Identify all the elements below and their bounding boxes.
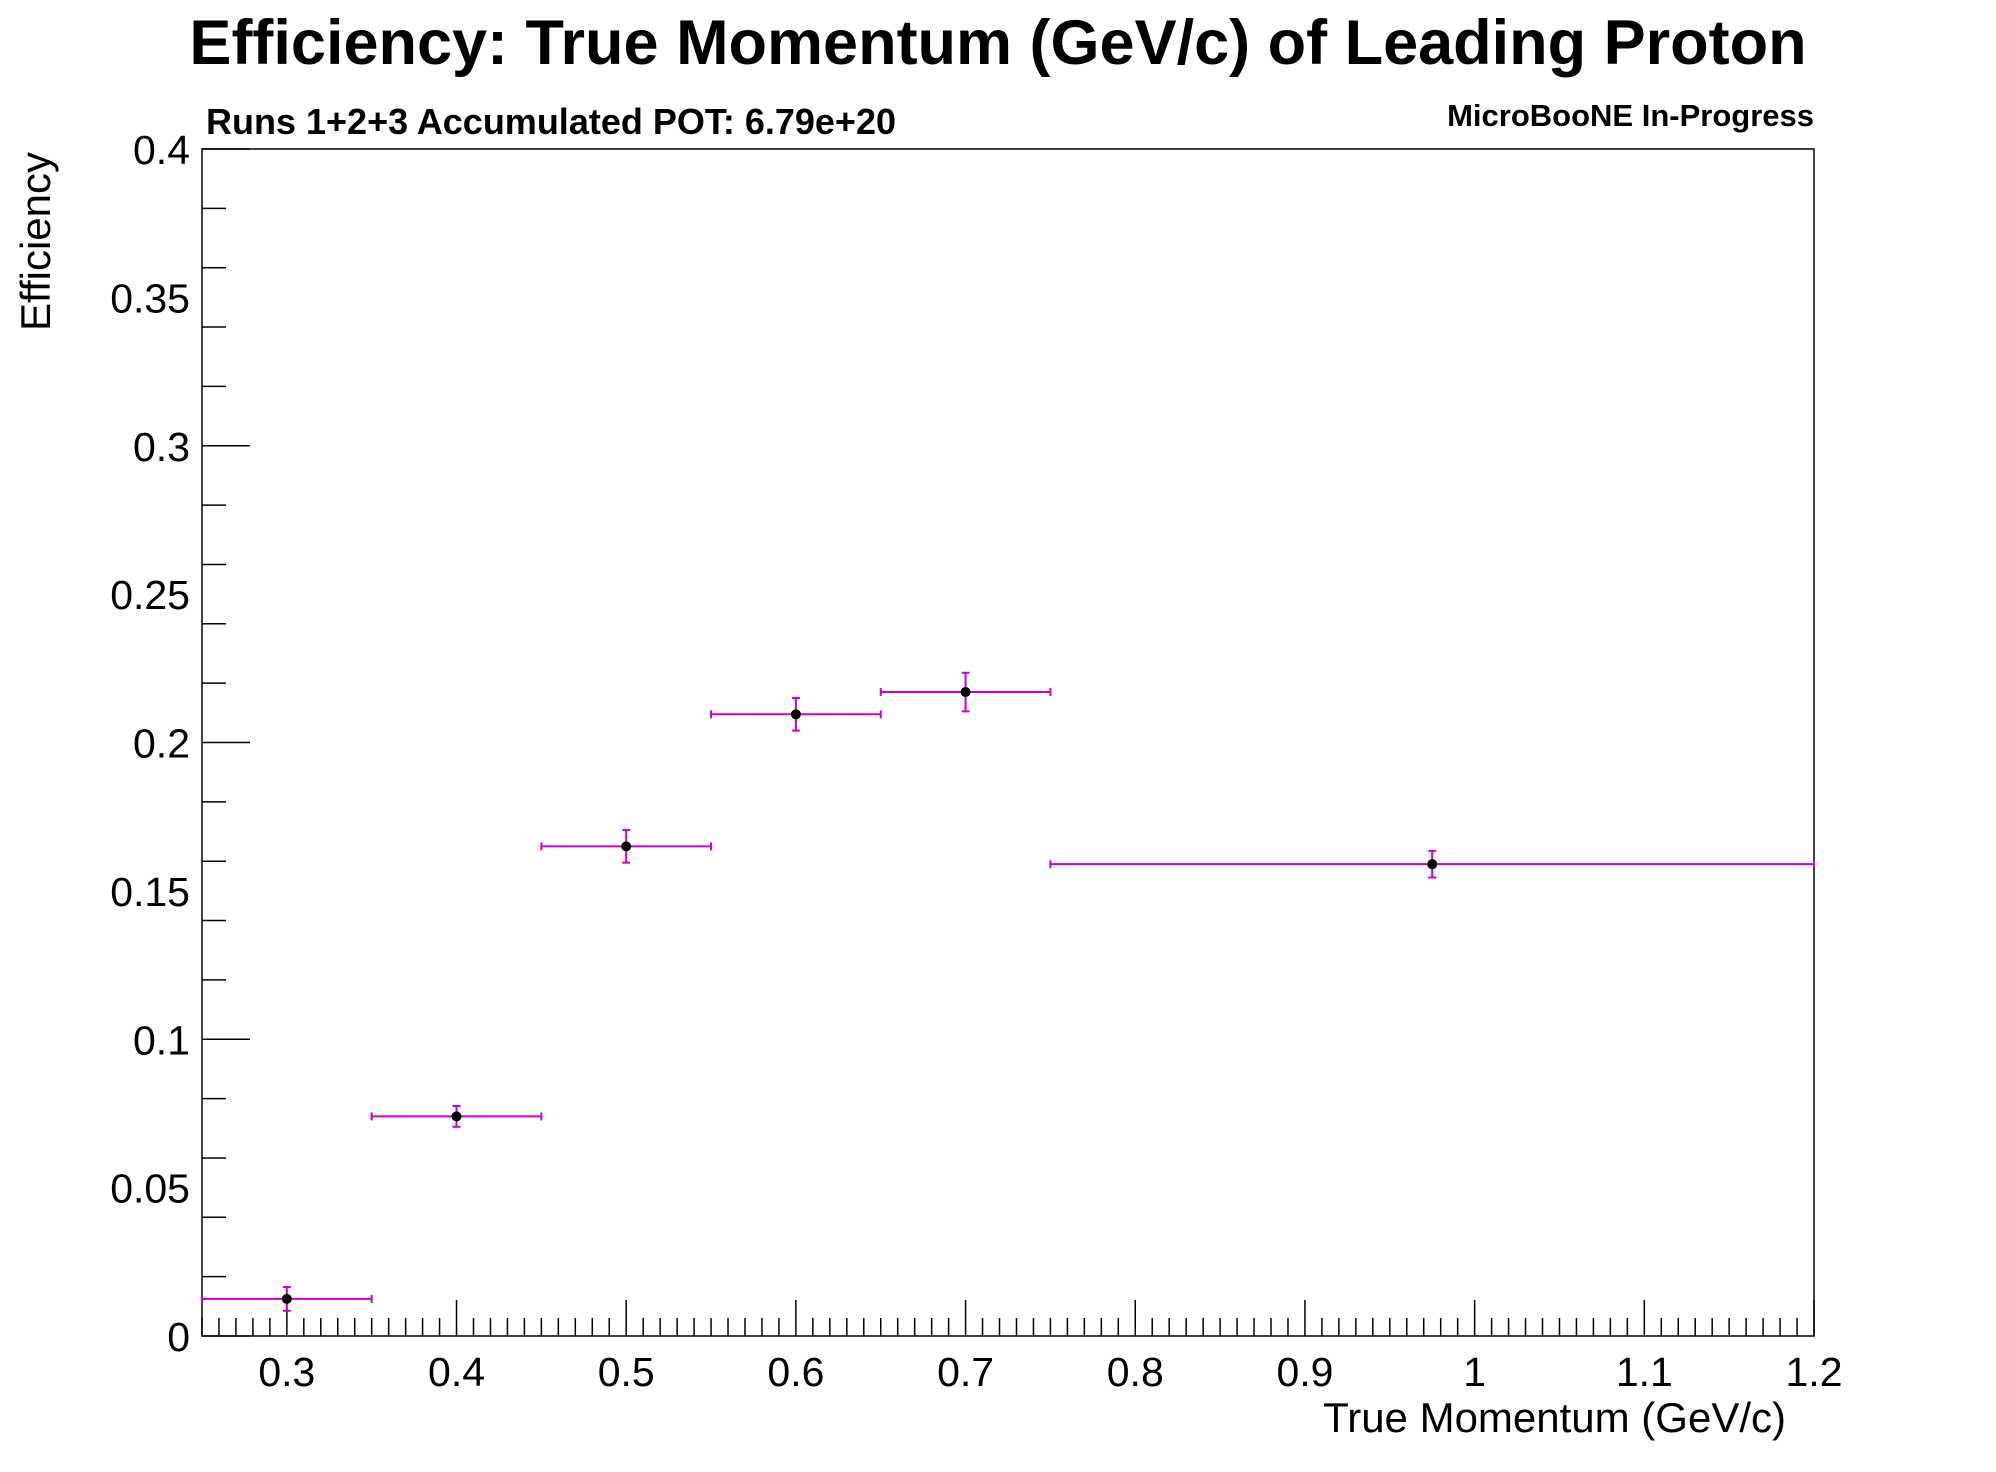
data-marker (960, 687, 971, 698)
data-point (540, 829, 713, 864)
plot-frame (201, 148, 1815, 1337)
data-marker (451, 1111, 462, 1122)
y-tick-label: 0.15 (110, 869, 190, 915)
x-axis-ticks (201, 1300, 1815, 1336)
chart-subtitle: Runs 1+2+3 Accumulated POT: 6.79e+20 (206, 101, 896, 142)
x-tick-label: 1 (1463, 1349, 1486, 1395)
x-tick-label: 0.4 (428, 1349, 485, 1395)
x-tick-label: 1.1 (1616, 1349, 1673, 1395)
x-tick-label: 0.9 (1276, 1349, 1333, 1395)
y-tick-label: 0 (167, 1314, 190, 1360)
watermark-label: MicroBooNE In-Progress (1447, 98, 1814, 133)
x-tick-label: 0.3 (258, 1349, 315, 1395)
y-tick-label: 0.4 (133, 127, 190, 173)
y-tick-label: 0.05 (110, 1166, 190, 1212)
x-tick-label: 1.2 (1786, 1349, 1843, 1395)
data-marker (281, 1293, 292, 1304)
data-marker (790, 709, 801, 720)
y-tick-label: 0.2 (133, 721, 190, 767)
data-point (201, 1286, 373, 1312)
x-axis-tick-labels: 0.3 0.4 0.5 0.6 0.7 0.8 0.9 1 1.1 1.2 (258, 1349, 1842, 1395)
data-point (1049, 849, 1815, 879)
data-marker (1427, 859, 1438, 870)
y-tick-label: 0.35 (110, 275, 190, 321)
data-point (879, 671, 1052, 713)
y-axis-tick-labels: 0 0.05 0.1 0.15 0.2 0.25 0.3 0.35 0.4 (110, 127, 190, 1360)
y-tick-label: 0.1 (133, 1017, 190, 1063)
y-axis-title: Efficiency (12, 152, 59, 331)
data-point (710, 696, 882, 732)
x-tick-label: 0.7 (937, 1349, 994, 1395)
x-tick-label: 0.6 (767, 1349, 824, 1395)
x-tick-label: 0.5 (598, 1349, 655, 1395)
chart-title: Efficiency: True Momentum (GeV/c) of Lea… (189, 8, 1806, 78)
efficiency-series (201, 671, 1815, 1312)
y-axis-ticks (202, 148, 250, 1337)
y-tick-label: 0.25 (110, 572, 190, 618)
x-tick-label: 0.8 (1107, 1349, 1164, 1395)
data-point (370, 1105, 543, 1128)
data-marker (621, 841, 632, 852)
y-tick-label: 0.3 (133, 424, 190, 470)
x-axis-title: True Momentum (GeV/c) (1323, 1394, 1786, 1441)
